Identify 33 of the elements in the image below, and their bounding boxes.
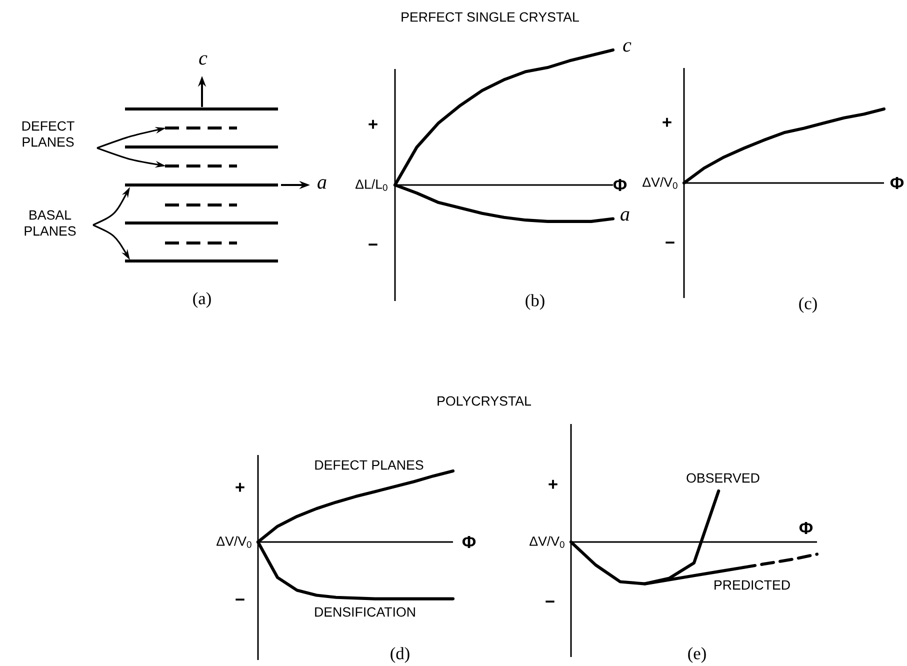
y-axis-title: ΔV/V$_{0}$: [216, 536, 252, 548]
text: (c): [799, 297, 817, 313]
x-axis-title: Φ: [613, 178, 627, 192]
text: (e): [688, 647, 706, 663]
text: (d): [390, 647, 410, 663]
text: (a): [193, 292, 211, 308]
text: +: [236, 482, 244, 492]
text: −: [546, 600, 554, 603]
y-axis-title: ΔL/L$_{0}$: [356, 179, 388, 191]
series-label: DENSIFICATION: [315, 607, 415, 617]
series-label: PREDICTED: [714, 580, 790, 590]
text: +: [662, 118, 672, 127]
y-axis-title: ΔV/V$_{0}$: [530, 536, 564, 548]
text: a: [318, 179, 326, 189]
text: (b): [526, 294, 544, 310]
text: +: [368, 120, 378, 129]
series-label: DEFECT PLANES: [315, 460, 424, 470]
series-label: c: [623, 42, 632, 52]
text: POLYCRYSTAL: [438, 396, 531, 406]
text: −: [666, 242, 674, 244]
text: BASAL PLANES: [24, 210, 76, 236]
x-axis-title: Φ: [890, 176, 904, 190]
text: −: [368, 244, 378, 246]
text: DEFECT PLANES: [22, 121, 74, 147]
y-axis-title: ΔV/V$_{0}$: [642, 177, 678, 189]
text: −: [236, 598, 244, 601]
text: +: [548, 480, 558, 489]
series-label: a: [620, 211, 630, 221]
series-label: OBSERVED: [686, 473, 760, 483]
x-axis-title: Φ: [462, 536, 476, 548]
chart-title: PERFECT SINGLE CRYSTAL: [402, 12, 579, 22]
x-axis-title: Φ: [799, 522, 813, 534]
text: c: [199, 55, 208, 65]
